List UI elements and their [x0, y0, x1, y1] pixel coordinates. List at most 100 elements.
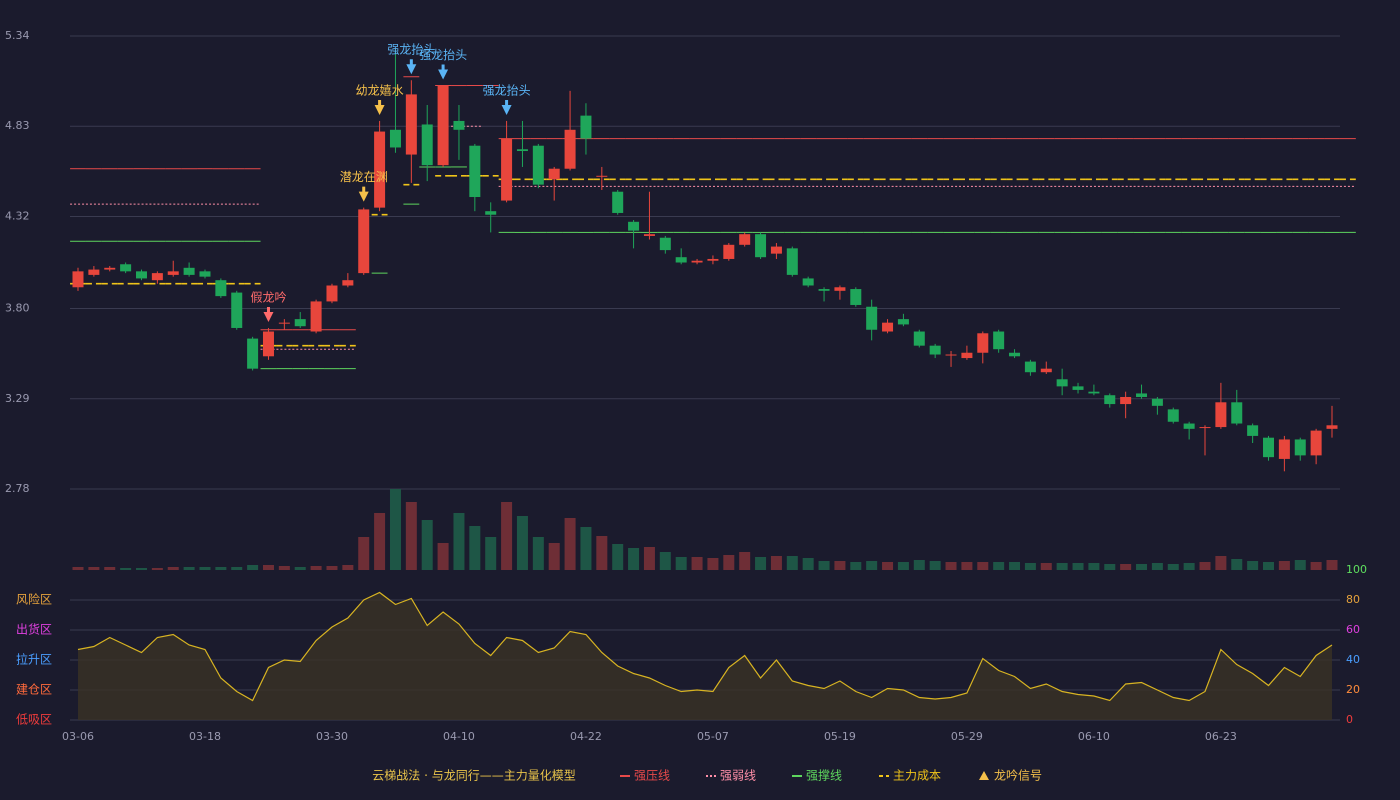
volume-bar	[580, 527, 592, 570]
volume-bar	[199, 567, 211, 570]
candle-body	[929, 345, 941, 355]
volume-bar	[532, 537, 544, 570]
candle-body	[326, 285, 338, 302]
signal-arrow	[374, 99, 385, 115]
candle-body	[1024, 361, 1036, 373]
volume-bar	[1199, 562, 1211, 570]
volume-bar	[1040, 563, 1052, 570]
candle-body	[453, 120, 465, 130]
volume-bar	[374, 513, 386, 570]
candle-body	[691, 260, 703, 263]
candle-body	[167, 271, 179, 275]
candle-body	[231, 292, 243, 328]
volume-bar	[643, 547, 655, 570]
candle-body	[612, 191, 624, 213]
volume-bar	[818, 561, 830, 570]
volume-bar	[135, 568, 147, 570]
y-tick-label: 3.29	[5, 392, 30, 405]
candle-body	[1088, 391, 1100, 394]
volume-bar	[897, 562, 909, 570]
candle-body	[1183, 423, 1195, 429]
candle-body	[501, 138, 513, 201]
volume-bar	[1247, 561, 1259, 570]
candle-body	[993, 331, 1005, 350]
x-tick-label: 05-29	[951, 730, 983, 743]
candle-body	[151, 273, 163, 281]
volume-bar	[1088, 563, 1100, 570]
legend-label: 强弱线	[720, 769, 756, 783]
volume-bar	[485, 537, 497, 570]
candle-body	[532, 145, 544, 185]
signal-label: 强龙抬头	[419, 48, 467, 62]
volume-bar	[1120, 564, 1132, 570]
candle-body	[358, 209, 370, 274]
candle-body	[437, 85, 449, 166]
candle-body	[421, 124, 433, 166]
volume-bar	[326, 566, 338, 570]
candle-body	[310, 301, 322, 332]
candle-body	[88, 269, 100, 275]
candle-body	[548, 168, 560, 180]
volume-bar	[1024, 563, 1036, 570]
x-tick-label: 06-10	[1078, 730, 1110, 743]
candle-body	[596, 175, 608, 177]
candle-body	[961, 352, 973, 359]
candle-body	[1326, 425, 1338, 429]
volume-bar	[691, 557, 703, 570]
volume-bar	[1326, 560, 1338, 570]
volume-bar	[1278, 561, 1290, 570]
volume-bar	[977, 562, 989, 570]
volume-bar	[405, 502, 417, 570]
candle-body	[739, 234, 751, 245]
y-tick-label: 5.34	[5, 29, 30, 42]
x-tick-label: 03-18	[189, 730, 221, 743]
zone-label: 拉升区	[16, 652, 52, 667]
y-tick-label: 4.83	[5, 119, 30, 132]
candle-body	[1310, 430, 1322, 456]
volume-bar	[1136, 564, 1148, 570]
signal-label: 强龙抬头	[387, 43, 435, 57]
candle-body	[770, 246, 782, 254]
indicator-tick-label: 20	[1346, 683, 1360, 696]
candle-body	[1120, 396, 1132, 405]
volume-bar	[929, 561, 941, 570]
volume-bar	[1310, 562, 1322, 570]
candle-body	[897, 319, 909, 325]
volume-bar	[1104, 564, 1116, 570]
x-tick-label: 03-30	[316, 730, 348, 743]
volume-bar	[72, 567, 84, 570]
zone-label: 出货区	[16, 622, 52, 637]
candle-body	[882, 322, 894, 332]
volume-bar	[1215, 556, 1227, 570]
candle-body	[1056, 379, 1068, 387]
candle-body	[469, 145, 481, 198]
signal-arrow	[438, 64, 449, 80]
candle-body	[866, 306, 878, 330]
volume-bar	[453, 513, 465, 570]
candle-body	[72, 271, 84, 288]
candle-body	[1151, 398, 1163, 406]
candle-body	[262, 331, 274, 357]
volume-bar	[358, 537, 370, 570]
volume-bar	[1151, 563, 1163, 570]
indicator-area	[78, 592, 1332, 720]
candle-body	[199, 271, 211, 277]
signal-arrow	[358, 186, 369, 202]
indicator-line	[77, 591, 1333, 702]
y-tick-label: 4.32	[5, 209, 30, 222]
volume-bar	[993, 562, 1005, 570]
volume-bar	[262, 565, 274, 570]
volume-bar	[866, 561, 878, 570]
volume-bar	[564, 518, 576, 570]
volume-bar	[786, 556, 798, 570]
volume-bar	[516, 516, 528, 570]
volume-bar	[770, 556, 782, 570]
candle-body	[1136, 393, 1148, 397]
volume-bar	[310, 566, 322, 570]
chart-title: 云梯战法 · 与龙同行——主力量化模型	[372, 769, 575, 783]
candle-body	[755, 234, 767, 258]
x-tick-label: 05-07	[697, 730, 729, 743]
volume-bar	[215, 567, 227, 570]
volume-bar	[1009, 562, 1021, 570]
